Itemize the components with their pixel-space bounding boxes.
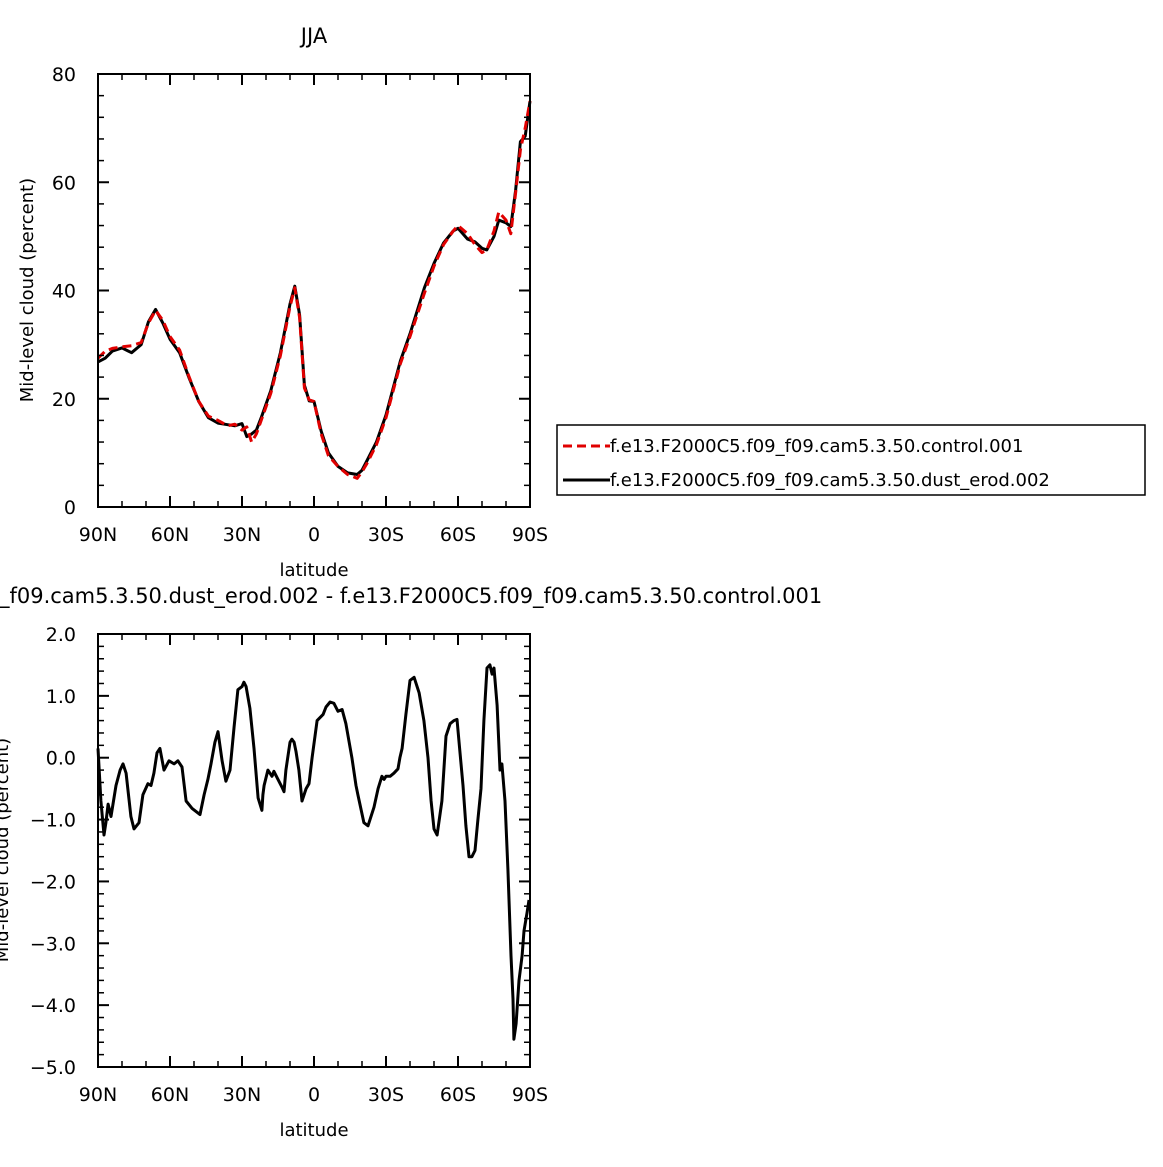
top-y-axis-label: Mid-level cloud (percent): [17, 178, 38, 402]
top-xtick-label: 30N: [223, 524, 261, 546]
bottom-xtick-label: 0: [308, 1084, 320, 1106]
bottom-y-axis-label: Mid-level cloud (percent): [0, 738, 13, 962]
top-xtick-label: 60N: [151, 524, 189, 546]
bottom-xtick-label: 30S: [368, 1084, 404, 1106]
legend: f.e13.F2000C5.f09_f09.cam5.3.50.control.…: [556, 424, 1146, 496]
top-xtick-label: 60S: [440, 524, 476, 546]
bottom-x-axis-label: latitude: [279, 1120, 348, 1141]
bottom-ytick-label: −2.0: [30, 871, 76, 893]
bottom-ytick-label: −5.0: [30, 1057, 76, 1079]
top-axis-ticks: 90N 60N 30N 0 30S 60S 90S 0 20 40 60 80: [52, 64, 548, 546]
bottom-plot-frame: [97, 633, 531, 1068]
top-plot-curves: [96, 100, 532, 480]
bottom-series-line-0: [96, 663, 531, 1041]
bottom-chart-title: f.e13.F2000C5.f09_f09.cam5.3.50.dust_ero…: [0, 584, 822, 609]
top-ytick-label: 20: [52, 389, 76, 411]
bottom-ytick-label: −4.0: [30, 995, 76, 1017]
top-xtick-label: 90S: [512, 524, 548, 546]
top-plot-frame: [97, 73, 531, 508]
bottom-ytick-label: 1.0: [46, 686, 76, 708]
bottom-panel: f.e13.F2000C5.f09_f09.cam5.3.50.dust_ero…: [0, 584, 822, 1141]
top-ytick-label: 80: [52, 64, 76, 86]
top-ytick-label: 40: [52, 281, 76, 303]
legend-box: [556, 424, 1146, 496]
legend-label-control: f.e13.F2000C5.f09_f09.cam5.3.50.control.…: [610, 436, 1023, 457]
bottom-xtick-label: 90S: [512, 1084, 548, 1106]
top-panel: JJA 90N 60N 30N 0 30S 60S 90S 0 20 40 60 80 latitud…: [17, 24, 1146, 581]
bottom-xtick-label: 30N: [223, 1084, 261, 1106]
top-xtick-label: 90N: [79, 524, 117, 546]
bottom-xtick-label: 60S: [440, 1084, 476, 1106]
top-series-line-0: [96, 100, 532, 480]
top-xtick-label: 30S: [368, 524, 404, 546]
bottom-axis-ticks: 90N 60N 30N 0 30S 60S 90S −5.0 −4.0 −3.0 −2.0 −1.0 0…: [30, 624, 548, 1106]
bottom-ytick-label: −1.0: [30, 810, 76, 832]
bottom-ytick-label: 0.0: [46, 748, 76, 770]
bottom-plot-curves: [96, 663, 531, 1041]
top-x-axis-label: latitude: [279, 560, 348, 581]
bottom-xtick-label: 60N: [151, 1084, 189, 1106]
legend-label-dust-erod: f.e13.F2000C5.f09_f09.cam5.3.50.dust_ero…: [610, 470, 1050, 491]
bottom-ytick-label: −3.0: [30, 933, 76, 955]
top-ytick-label: 0: [64, 497, 76, 519]
bottom-xtick-label: 90N: [79, 1084, 117, 1106]
top-series-line-1: [97, 100, 532, 476]
top-ytick-label: 60: [52, 172, 76, 194]
bottom-ytick-label: 2.0: [46, 624, 76, 646]
top-xtick-label: 0: [308, 524, 320, 546]
top-chart-title: JJA: [299, 24, 328, 48]
